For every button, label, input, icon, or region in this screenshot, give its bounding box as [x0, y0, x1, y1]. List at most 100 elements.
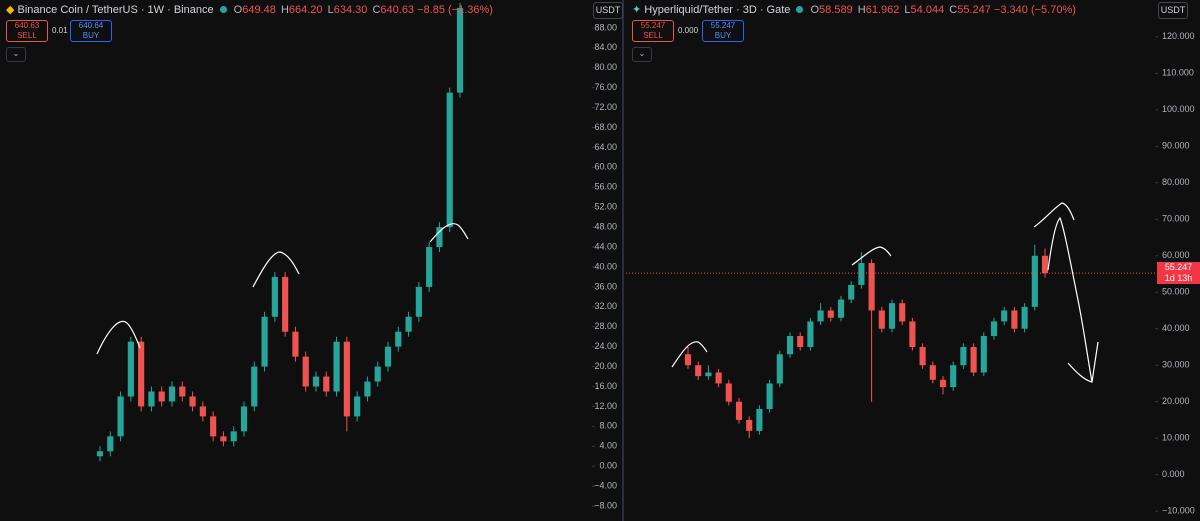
candle-body	[919, 346, 926, 366]
y-tick-label: 44.00	[594, 241, 617, 251]
candle-body	[302, 356, 309, 387]
y-tick-label: 20.000	[1162, 396, 1190, 406]
candle-body	[827, 310, 834, 318]
candle-body	[858, 263, 865, 285]
candle-body	[189, 396, 196, 407]
y-tick-label: 24.00	[594, 341, 617, 351]
ohlc-label: L	[904, 4, 911, 16]
candle-body	[990, 321, 998, 337]
candle-body	[888, 303, 896, 329]
candle-body	[878, 310, 885, 329]
candle-body	[725, 383, 732, 402]
candle-body	[426, 247, 433, 287]
candle-body	[333, 341, 340, 392]
sell-label: SELL	[643, 31, 663, 40]
y-tick-label: 88.00	[594, 22, 617, 32]
buy-button[interactable]: 55.247 BUY	[702, 20, 744, 42]
candle-body	[261, 316, 268, 367]
change: −3.340 (−5.70%)	[993, 4, 1076, 16]
ohlc-value: 649.48	[242, 4, 276, 16]
symbol-icon: ◆	[6, 4, 15, 16]
candle-body	[251, 366, 258, 407]
drawing-arc	[252, 251, 300, 288]
status-dot	[219, 6, 227, 13]
y-tick-label: 72.00	[594, 102, 617, 112]
candle-body	[776, 354, 783, 384]
candle-body	[1031, 255, 1038, 307]
buy-button[interactable]: 640.64 BUY	[70, 20, 112, 42]
price-label: 55.247	[1164, 262, 1193, 273]
candle-body	[817, 310, 824, 322]
drawing-arc	[429, 223, 469, 243]
currency-button[interactable]: USDT	[593, 2, 623, 19]
y-tick-label: 20.00	[594, 361, 617, 371]
candle-body	[980, 336, 987, 373]
candle-body	[220, 436, 227, 442]
y-tick-label: 40.000	[1162, 323, 1190, 333]
status-dot	[796, 6, 804, 13]
header: ◆ Binance Coin / TetherUS · 1W · Binance…	[6, 3, 493, 16]
collapse-button[interactable]: ⌄	[632, 47, 652, 62]
candle-body	[199, 406, 206, 417]
currency-button[interactable]: USDT	[1158, 2, 1188, 19]
y-tick-label: 60.00	[594, 162, 617, 172]
sell-button[interactable]: 640.63 SELL	[6, 20, 48, 42]
collapse-button[interactable]: ⌄	[6, 47, 26, 62]
candle-body	[684, 354, 692, 366]
y-tick-label: 60.000	[1162, 250, 1190, 260]
y-tick-label: −4.00	[594, 481, 617, 491]
y-tick-label: 10.000	[1162, 433, 1190, 443]
candle-body	[312, 376, 320, 387]
drawing-arc	[851, 246, 892, 266]
candle-body	[848, 284, 855, 300]
candle-body	[970, 346, 977, 373]
drawing-arc	[671, 341, 708, 368]
ohlc-value: 54.044	[910, 4, 945, 16]
ohlc-label: C	[372, 4, 381, 16]
ohlc-label: L	[327, 4, 334, 16]
y-tick-label: 40.00	[594, 261, 617, 271]
candle-body	[364, 381, 371, 397]
candle-body	[950, 365, 957, 388]
chart-left	[96, 2, 464, 462]
candle-body	[868, 263, 875, 311]
y-tick-label: 80.00	[594, 62, 617, 72]
ohlc-value: 634.30	[333, 4, 368, 16]
y-tick-label: 4.00	[599, 441, 617, 451]
candle-body	[929, 365, 936, 380]
candle-body	[127, 341, 134, 397]
ohlc-label: C	[949, 4, 958, 16]
candle-body	[1041, 255, 1049, 274]
candle-body	[168, 386, 176, 402]
candle-body	[1011, 310, 1018, 329]
y-tick-label: 48.00	[594, 222, 617, 232]
sell-label: SELL	[17, 31, 37, 40]
candle-body	[210, 416, 217, 437]
buy-label: BUY	[714, 31, 732, 40]
ohlc-value: 664.20	[288, 4, 323, 16]
y-tick-label: 50.000	[1162, 287, 1190, 297]
candle-body	[899, 303, 906, 322]
candle-body	[107, 436, 114, 452]
candle-body	[374, 366, 381, 382]
candle-body	[179, 386, 186, 397]
ohlc-label: H	[280, 4, 289, 16]
sell-button[interactable]: 55.247 SELL	[632, 20, 674, 42]
y-tick-label: 120.000	[1162, 31, 1195, 41]
drawing-arc	[96, 320, 141, 355]
spread: 0.01	[52, 26, 68, 35]
y-tick-label: 90.000	[1162, 141, 1190, 151]
y-tick-label: 64.00	[594, 142, 617, 152]
y-tick-label: 76.00	[594, 82, 617, 92]
candle-body	[405, 316, 412, 332]
symbol: Hyperliquid/Tether · 3D · Gate	[644, 4, 791, 16]
candle-body	[797, 336, 804, 347]
chart-right	[626, 244, 1155, 439]
candle-body	[343, 341, 350, 417]
change: −8.85 (−1.36%)	[417, 4, 493, 16]
symbol-icon: ✦	[632, 4, 642, 16]
sell-price: 55.247	[640, 21, 666, 30]
axes: −8.00 −4.00 0.00 4.00 8.00 12.00 16.00 20.00 24.…	[592, 22, 1195, 516]
y-tick-label: 52.00	[594, 202, 617, 212]
